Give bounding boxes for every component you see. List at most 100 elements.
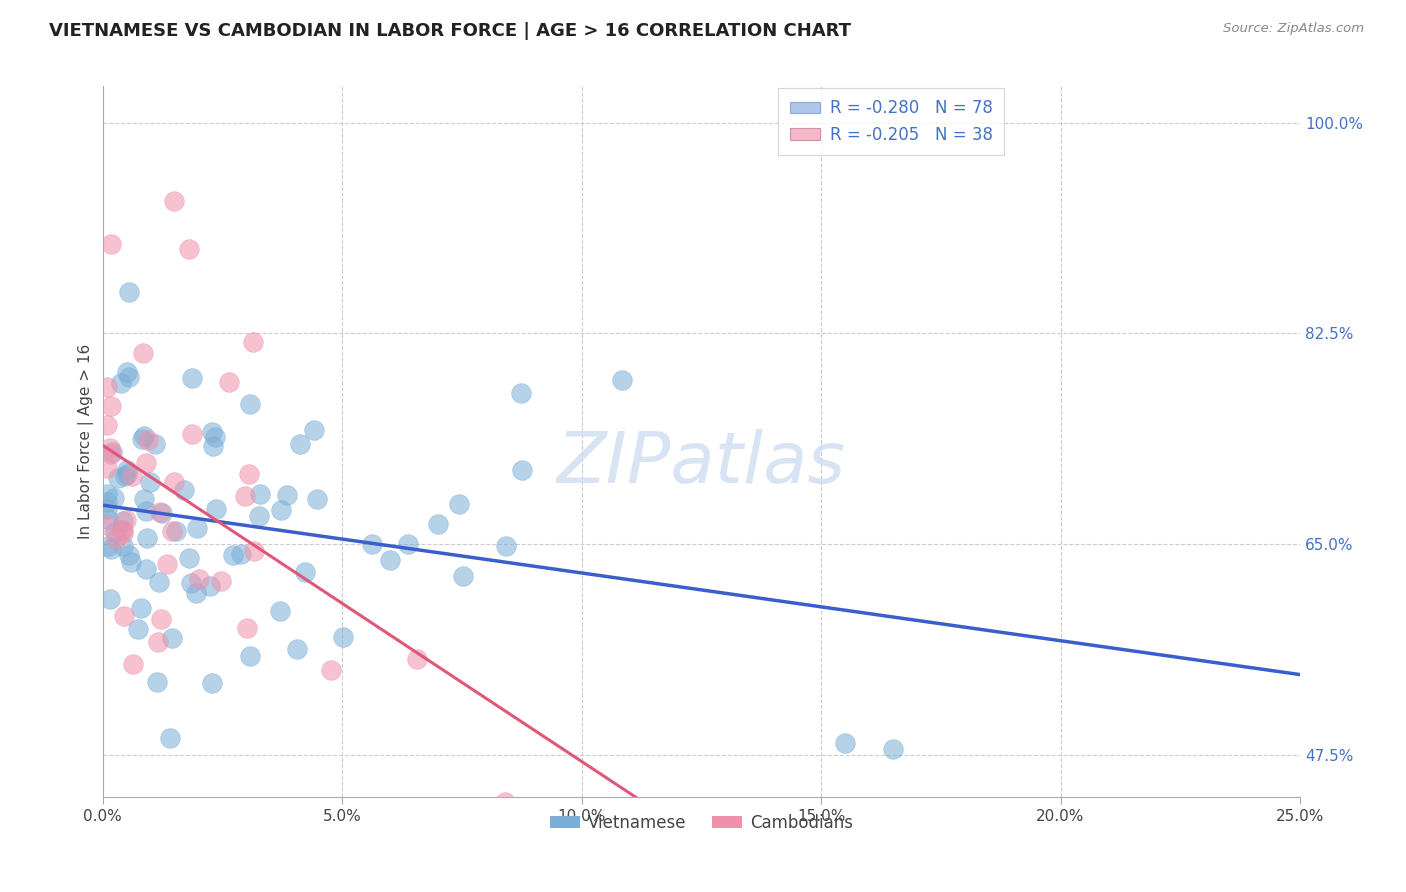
Point <box>177 551 200 566</box>
Point <box>138 433 160 447</box>
Point <box>198 579 221 593</box>
Point <box>236 621 259 635</box>
Point <box>243 544 266 558</box>
Point <box>98 591 121 606</box>
Point <box>118 548 141 562</box>
Point <box>97 539 120 553</box>
Point <box>179 576 201 591</box>
Point <box>132 492 155 507</box>
Point <box>96 495 118 509</box>
Point <box>221 549 243 563</box>
Legend: Vietnamese, Cambodians: Vietnamese, Cambodians <box>543 807 859 838</box>
Point <box>112 523 135 537</box>
Point <box>98 441 121 455</box>
Point <box>186 521 208 535</box>
Point <box>290 437 312 451</box>
Point <box>96 501 118 516</box>
Point <box>249 487 271 501</box>
Point <box>150 612 173 626</box>
Point <box>239 396 262 410</box>
Point <box>205 502 228 516</box>
Point <box>509 386 531 401</box>
Point <box>146 674 169 689</box>
Point <box>145 436 167 450</box>
Point <box>138 475 160 489</box>
Point <box>107 471 129 485</box>
Point <box>406 652 429 666</box>
Text: Source: ZipAtlas.com: Source: ZipAtlas.com <box>1223 22 1364 36</box>
Text: VIETNAMESE VS CAMBODIAN IN LABOR FORCE | AGE > 16 CORRELATION CHART: VIETNAMESE VS CAMBODIAN IN LABOR FORCE |… <box>49 22 851 40</box>
Point <box>135 504 157 518</box>
Point <box>122 657 145 671</box>
Point <box>447 497 470 511</box>
Point <box>111 539 134 553</box>
Point <box>305 491 328 506</box>
Point <box>132 429 155 443</box>
Point <box>163 194 186 208</box>
Point <box>201 439 224 453</box>
Point <box>115 467 138 481</box>
Point <box>270 503 292 517</box>
Point <box>427 516 450 531</box>
Point <box>495 539 517 553</box>
Point <box>115 463 138 477</box>
Point <box>396 537 419 551</box>
Point <box>177 242 200 256</box>
Point <box>180 371 202 385</box>
Point <box>114 513 136 527</box>
Point <box>120 555 142 569</box>
Point <box>104 524 127 539</box>
Point <box>882 742 904 756</box>
Point <box>238 467 260 482</box>
Point <box>110 376 132 390</box>
Point <box>111 514 134 528</box>
Point <box>148 635 170 649</box>
Point <box>149 506 172 520</box>
Point <box>135 561 157 575</box>
Point <box>209 574 232 588</box>
Point <box>201 425 224 439</box>
Point <box>110 523 132 537</box>
Point <box>180 427 202 442</box>
Point <box>242 335 264 350</box>
Point <box>135 457 157 471</box>
Point <box>112 525 135 540</box>
Point <box>129 601 152 615</box>
Point <box>96 518 118 533</box>
Point <box>163 475 186 489</box>
Point <box>115 365 138 379</box>
Point <box>114 469 136 483</box>
Point <box>118 285 141 299</box>
Point <box>96 487 118 501</box>
Text: ZIPatlas: ZIPatlas <box>557 428 846 498</box>
Point <box>610 373 633 387</box>
Point <box>201 675 224 690</box>
Y-axis label: In Labor Force | Age > 16: In Labor Force | Age > 16 <box>79 344 94 540</box>
Point <box>101 445 124 459</box>
Point <box>294 565 316 579</box>
Point <box>136 531 159 545</box>
Point <box>186 586 208 600</box>
Point <box>302 424 325 438</box>
Point <box>187 572 209 586</box>
Point <box>100 399 122 413</box>
Point <box>451 569 474 583</box>
Point <box>96 418 118 433</box>
Point <box>173 483 195 497</box>
Point <box>285 642 308 657</box>
Point <box>103 491 125 506</box>
Point <box>378 553 401 567</box>
Point <box>276 488 298 502</box>
Point <box>96 380 118 394</box>
Point <box>97 512 120 526</box>
Point <box>118 370 141 384</box>
Point <box>100 237 122 252</box>
Point <box>105 533 128 547</box>
Point <box>247 509 270 524</box>
Point <box>269 604 291 618</box>
Point <box>150 506 173 520</box>
Point <box>100 447 122 461</box>
Point <box>121 468 143 483</box>
Point <box>100 541 122 556</box>
Point <box>510 463 533 477</box>
